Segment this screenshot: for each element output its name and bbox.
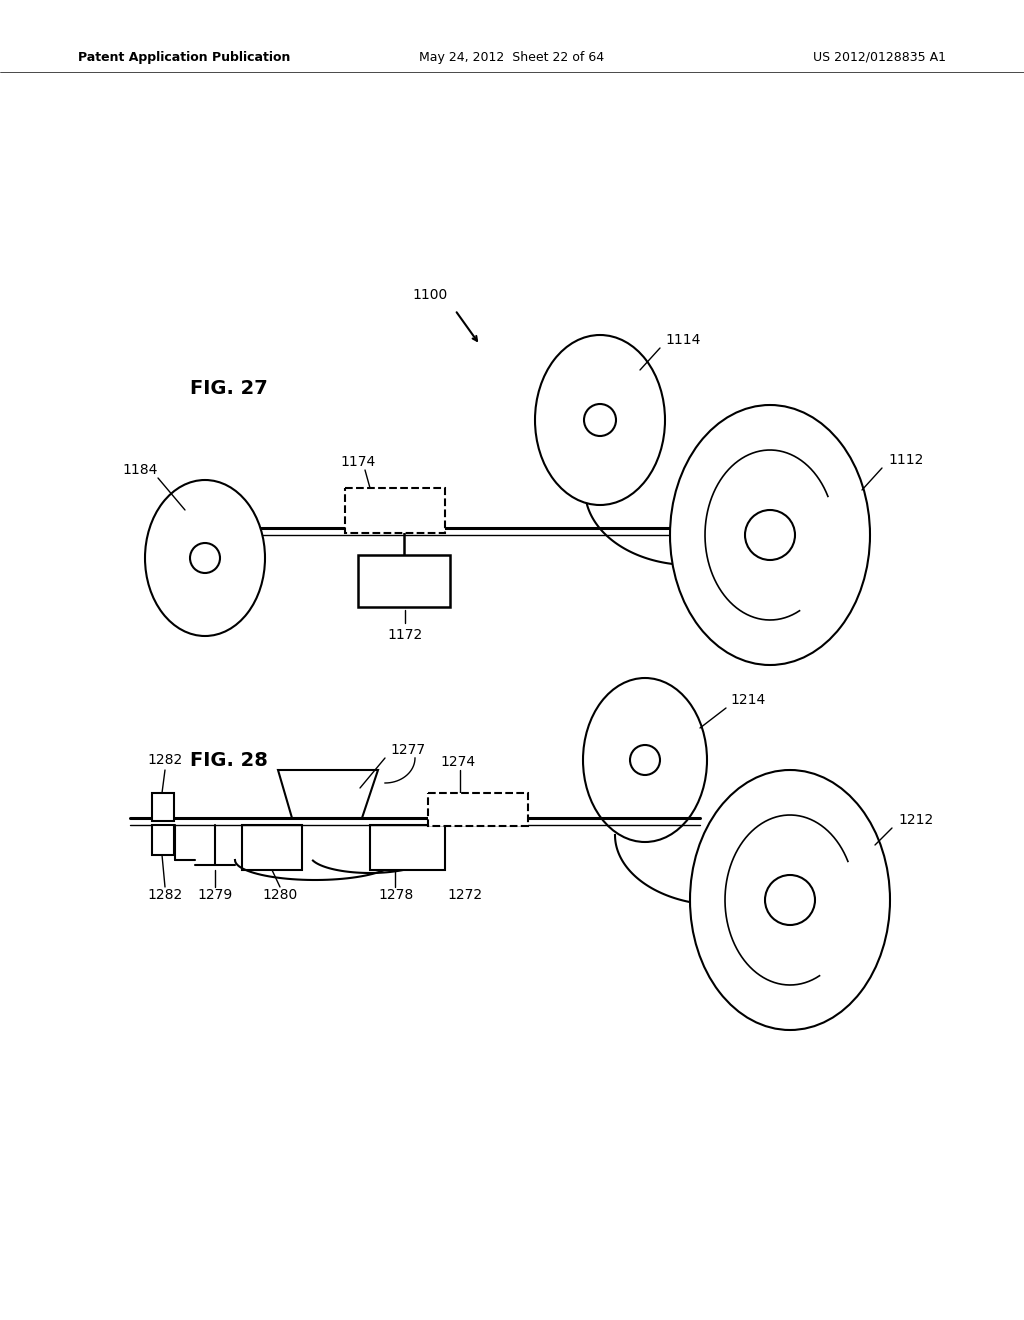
Text: 1112: 1112 bbox=[888, 453, 924, 467]
Text: 1279: 1279 bbox=[198, 888, 232, 902]
Text: FIG. 27: FIG. 27 bbox=[190, 379, 267, 397]
Text: US 2012/0128835 A1: US 2012/0128835 A1 bbox=[813, 50, 946, 63]
Polygon shape bbox=[278, 770, 378, 818]
Text: May 24, 2012  Sheet 22 of 64: May 24, 2012 Sheet 22 of 64 bbox=[420, 50, 604, 63]
Ellipse shape bbox=[583, 678, 707, 842]
Text: FIG. 28: FIG. 28 bbox=[190, 751, 268, 770]
Circle shape bbox=[745, 510, 795, 560]
Text: 1274: 1274 bbox=[440, 755, 475, 770]
Text: Patent Application Publication: Patent Application Publication bbox=[78, 50, 291, 63]
Ellipse shape bbox=[670, 405, 870, 665]
Text: 1280: 1280 bbox=[262, 888, 298, 902]
Circle shape bbox=[190, 543, 220, 573]
Text: 1272: 1272 bbox=[447, 888, 482, 902]
Bar bbox=[152, 825, 174, 855]
Text: 1282: 1282 bbox=[147, 752, 182, 767]
Text: 1282: 1282 bbox=[147, 888, 182, 902]
Ellipse shape bbox=[145, 480, 265, 636]
Text: 1174: 1174 bbox=[340, 455, 375, 469]
Ellipse shape bbox=[535, 335, 665, 506]
Ellipse shape bbox=[690, 770, 890, 1030]
Circle shape bbox=[584, 404, 616, 436]
Text: 1278: 1278 bbox=[378, 888, 414, 902]
Bar bbox=[370, 825, 445, 870]
Text: 1100: 1100 bbox=[413, 288, 447, 302]
Bar bbox=[242, 825, 302, 870]
Text: 1212: 1212 bbox=[898, 813, 933, 828]
Text: 1214: 1214 bbox=[730, 693, 765, 708]
Bar bbox=[428, 793, 528, 826]
Bar bbox=[345, 488, 445, 533]
Text: 1172: 1172 bbox=[387, 628, 423, 642]
Circle shape bbox=[630, 744, 660, 775]
Text: 1114: 1114 bbox=[665, 333, 700, 347]
Bar bbox=[358, 554, 450, 607]
Bar bbox=[152, 793, 174, 821]
Text: 1184: 1184 bbox=[122, 463, 158, 477]
Text: 1277: 1277 bbox=[390, 743, 425, 756]
Circle shape bbox=[765, 875, 815, 925]
